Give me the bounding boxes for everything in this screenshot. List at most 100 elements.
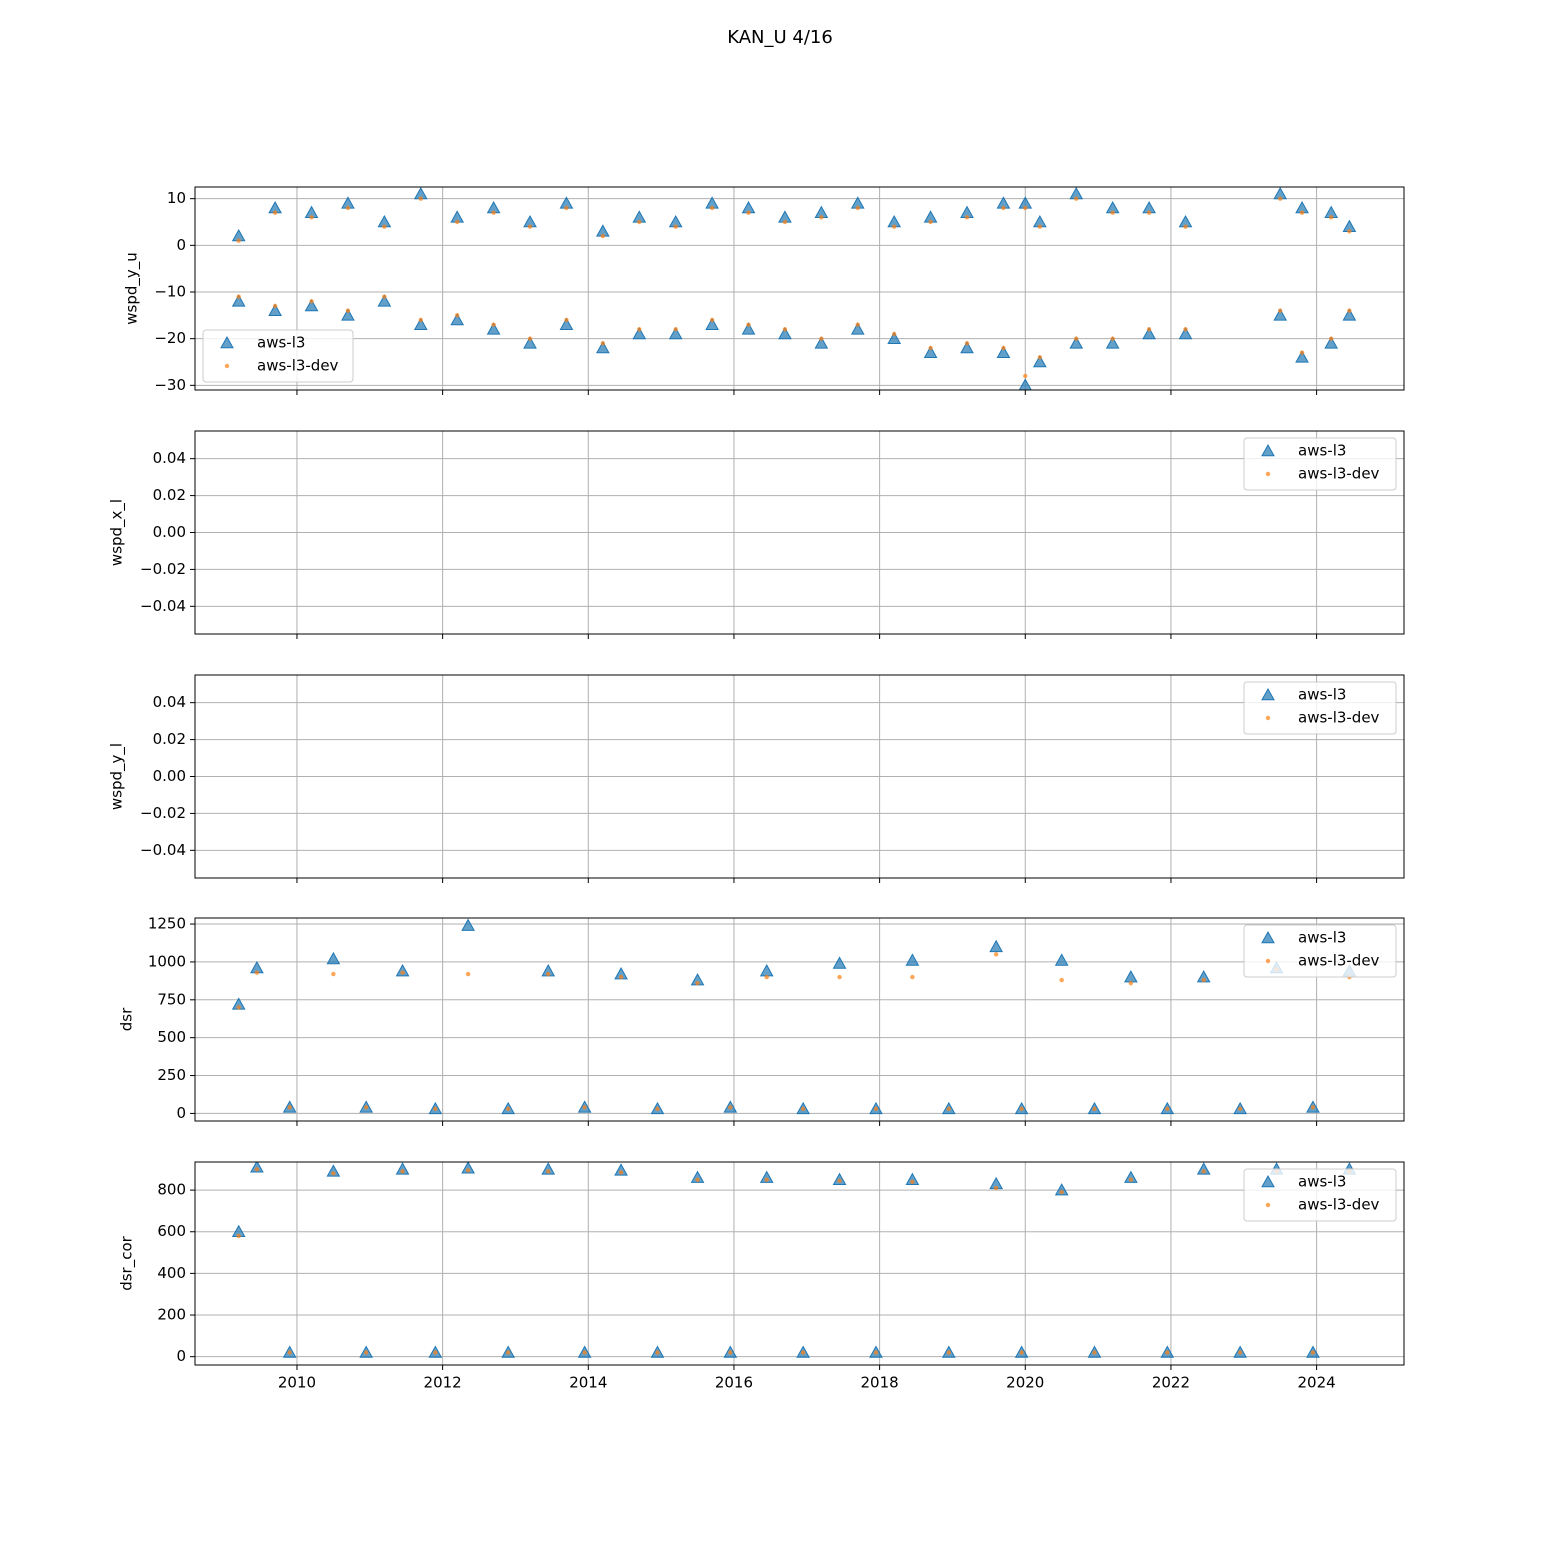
point: [764, 1177, 769, 1182]
point: [778, 326, 792, 340]
points: [231, 1162, 1357, 1358]
point: [1001, 205, 1006, 211]
point: [618, 1170, 624, 1175]
point: [923, 345, 938, 358]
point: [1032, 354, 1047, 368]
point: [946, 1350, 952, 1355]
point: [461, 1162, 475, 1174]
legend: aws-l3 aws-l3-dev: [1243, 924, 1397, 978]
point: [1183, 327, 1188, 332]
legend-box: [1243, 924, 1397, 978]
point: [905, 953, 920, 966]
point: [1347, 229, 1352, 234]
y-tick-label: 0.02: [153, 730, 186, 748]
point: [1295, 350, 1309, 363]
y-axis-label: dsr_cor: [118, 1235, 137, 1290]
point: [1237, 1350, 1243, 1355]
point: [1299, 210, 1305, 215]
legend-label: aws-l3-dev: [1298, 465, 1380, 483]
point: [855, 322, 860, 327]
point: [382, 294, 387, 299]
legend-label: aws-l3-dev: [257, 357, 339, 375]
point: [326, 1164, 341, 1177]
point: [960, 340, 974, 354]
point: [1023, 373, 1028, 379]
legend-box: [1243, 1168, 1397, 1222]
point: [637, 219, 642, 225]
point: [728, 1105, 733, 1110]
point: [1037, 224, 1043, 229]
point: [395, 1162, 410, 1175]
point: [891, 224, 897, 229]
point: [1328, 336, 1334, 341]
plot-frame: [194, 186, 1405, 391]
y-tick-label: 800: [157, 1181, 186, 1199]
point: [304, 298, 319, 312]
points: [231, 187, 1357, 390]
y-tick-label: 0.00: [153, 523, 186, 541]
point: [928, 345, 933, 351]
legend-marker: [224, 363, 230, 369]
point: [326, 951, 341, 965]
plot-frame: [194, 917, 1405, 1122]
point: [400, 1169, 405, 1174]
point: [891, 331, 897, 337]
x-tick-label: 2016: [715, 1374, 753, 1392]
point: [814, 336, 829, 349]
figure-title: KAN_U 4/16: [727, 27, 833, 48]
point: [1059, 1189, 1064, 1195]
point: [505, 1350, 511, 1355]
legend: aws-l3 aws-l3-dev: [1243, 437, 1397, 491]
point: [546, 971, 551, 977]
y-tick-label: 400: [157, 1264, 186, 1282]
point: [1019, 1350, 1024, 1355]
y-tick-label: 250: [157, 1066, 186, 1084]
point: [582, 1350, 587, 1355]
y-tick-label: −10: [154, 283, 186, 301]
legend-box: [1243, 437, 1397, 491]
point: [873, 1106, 879, 1112]
point: [1124, 970, 1138, 983]
point: [546, 1169, 551, 1174]
y-tick-label: 600: [157, 1222, 186, 1240]
point: [1183, 224, 1188, 229]
plot-frame: [194, 674, 1405, 879]
point: [614, 1163, 628, 1176]
point: [236, 238, 241, 243]
point: [564, 317, 569, 323]
point: [600, 341, 606, 346]
point: [1069, 336, 1084, 349]
point: [1054, 953, 1069, 966]
point: [331, 971, 336, 977]
point: [855, 205, 860, 211]
point: [1018, 378, 1032, 390]
y-tick-label: −0.04: [140, 841, 186, 859]
panel: −30 −20 −10 0 10 wspd_y_u aws-l3 aws-l3-dev: [123, 186, 1405, 395]
point: [413, 317, 428, 330]
point: [1128, 1177, 1134, 1182]
y-tick-label: 0: [176, 1104, 186, 1122]
legend-box: [202, 329, 354, 383]
point: [928, 219, 933, 225]
point: [268, 303, 282, 316]
point: [1196, 1162, 1211, 1175]
point: [695, 1177, 700, 1182]
y-tick-label: −0.02: [140, 804, 186, 822]
point: [596, 340, 610, 354]
y-axis-label: wspd_y_l: [108, 743, 127, 810]
point: [850, 322, 865, 335]
point: [1273, 308, 1288, 321]
point: [1001, 345, 1006, 351]
points: [231, 918, 1357, 1115]
point: [964, 341, 970, 346]
plot-frame: [194, 430, 1405, 635]
point: [491, 322, 496, 327]
legend-box: [1243, 681, 1397, 735]
legend-marker: [1261, 1174, 1275, 1188]
point: [1299, 350, 1305, 355]
legend-marker: [1265, 958, 1271, 964]
point: [1347, 308, 1352, 313]
point: [837, 974, 842, 980]
point: [491, 210, 496, 215]
